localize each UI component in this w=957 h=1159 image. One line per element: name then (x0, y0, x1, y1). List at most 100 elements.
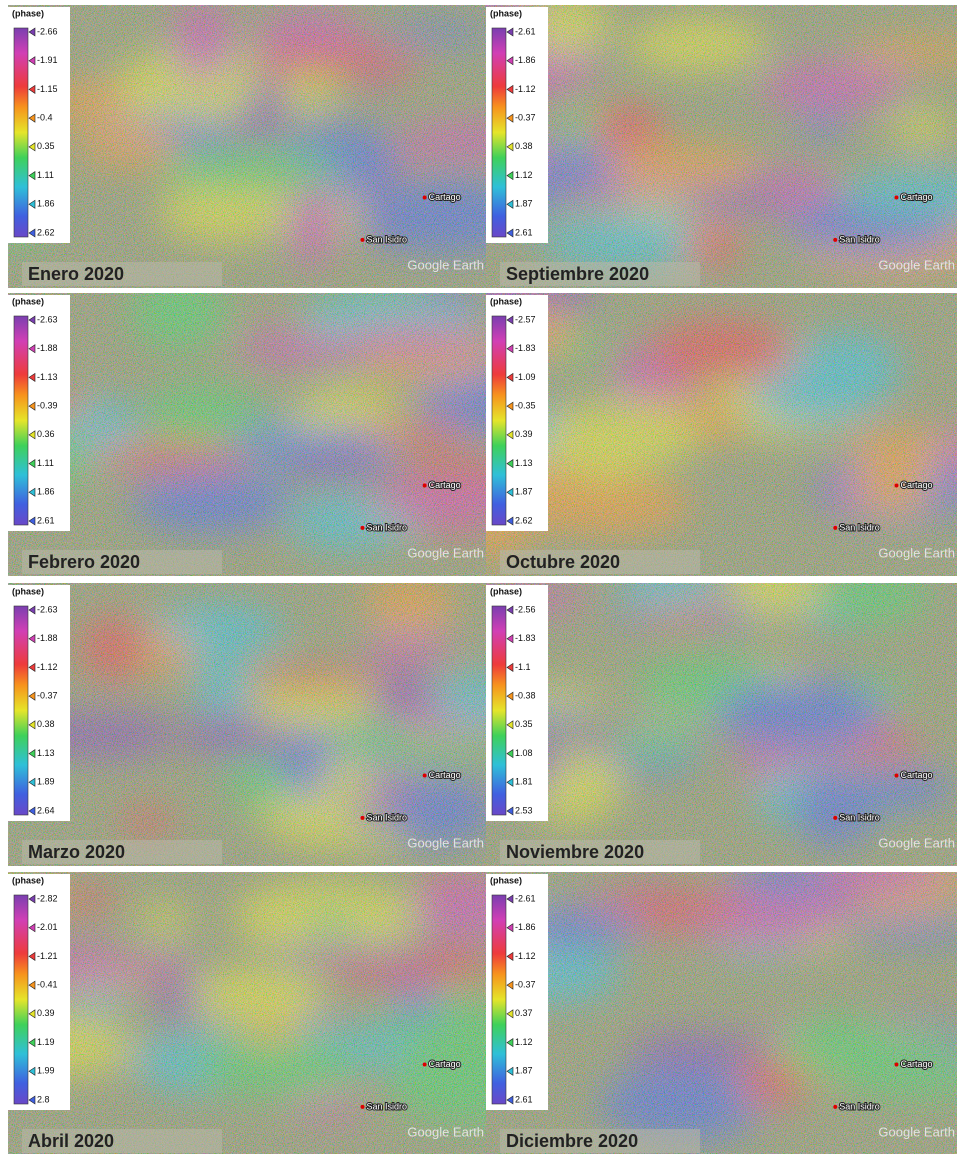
place-label: San Isidro (367, 522, 408, 532)
colorbar-label: (phase) (490, 296, 522, 306)
panel-title: Febrero 2020 (28, 552, 140, 572)
tick-label: 2.64 (37, 805, 55, 815)
colorbar-label: (phase) (490, 586, 522, 596)
place-label: Cartago (429, 192, 461, 202)
colorbar (14, 606, 28, 815)
tick-label: 0.35 (515, 719, 533, 729)
place-label: Cartago (429, 770, 461, 780)
noise (8, 583, 486, 866)
place-label: San Isidro (839, 522, 880, 532)
noise (486, 872, 957, 1154)
place-label: Cartago (429, 480, 461, 490)
colorbar (14, 895, 28, 1104)
place-dot (361, 526, 365, 530)
tick-label: 1.99 (37, 1066, 55, 1076)
tick-label: 0.38 (515, 141, 533, 151)
tick-label: -1.83 (515, 633, 536, 643)
tick-label: 1.08 (515, 748, 533, 758)
place-label: Cartago (900, 480, 932, 490)
place-label: San Isidro (839, 812, 880, 822)
tick-label: 1.11 (37, 170, 54, 180)
tick-label: -0.4 (37, 113, 53, 123)
colorbar-label: (phase) (12, 296, 44, 306)
tick-label: 2.8 (37, 1094, 50, 1104)
noise (8, 293, 486, 576)
place-dot (894, 773, 898, 777)
watermark: Google Earth (407, 257, 484, 272)
place-label: San Isidro (367, 812, 408, 822)
tick-label: 2.61 (515, 1094, 533, 1104)
panel: CartagoSan IsidroGoogle EarthEnero 2020(… (0, 2, 544, 288)
tick-label: 0.35 (37, 141, 55, 151)
place-dot (361, 238, 365, 242)
noise (486, 5, 957, 288)
map: CartagoSan IsidroGoogle EarthMarzo 2020 (0, 575, 525, 866)
tick-label: 0.39 (37, 1008, 55, 1018)
watermark: Google Earth (878, 835, 955, 850)
panel-title: Marzo 2020 (28, 842, 125, 862)
colorbar-label: (phase) (12, 8, 44, 18)
panel: Cartago San Isidro Google Earth Octubre 202… (415, 257, 957, 576)
map: Cartago San Isidro Google Earth Febrero 202… (0, 271, 550, 576)
colorbar-label: (phase) (490, 8, 522, 18)
watermark: Google Earth (407, 545, 484, 560)
tick-label: -1.86 (515, 922, 536, 932)
tick-label: -2.57 (515, 314, 536, 324)
tick-label: -1.15 (37, 84, 58, 94)
place-dot (894, 483, 898, 487)
tick-label: -1.21 (37, 951, 58, 961)
tick-label: -1.88 (37, 633, 58, 643)
tick-label: 1.11 (37, 458, 54, 468)
watermark: Google Earth (878, 257, 955, 272)
colorbar-label: (phase) (12, 875, 44, 885)
tick-label: -0.35 (515, 401, 536, 411)
tick-label: 2.62 (37, 227, 55, 237)
panel-title: Noviembre 2020 (506, 842, 644, 862)
tick-label: -0.41 (37, 980, 58, 990)
tick-label: -2.63 (37, 604, 58, 614)
tick-label: -0.37 (37, 691, 58, 701)
panel-title: Octubre 2020 (506, 552, 620, 572)
watermark: Google Earth (878, 545, 955, 560)
place-dot (833, 238, 837, 242)
tick-label: -2.82 (37, 893, 58, 903)
tick-label: -1.1 (515, 662, 531, 672)
colorbar (492, 895, 506, 1104)
place-label: Cartago (900, 1059, 932, 1069)
tick-label: 1.81 (515, 777, 533, 787)
colorbar (492, 606, 506, 815)
tick-label: 1.87 (515, 487, 533, 497)
panel: Cartago San Isidro Google Earth Noviembre 2… (412, 552, 957, 866)
panel-title: Septiembre 2020 (506, 264, 649, 284)
tick-label: 2.53 (515, 805, 533, 815)
tick-label: -2.56 (515, 604, 536, 614)
colorbar (492, 28, 506, 237)
place-dot (894, 195, 898, 199)
colorbar (492, 316, 506, 525)
place-label: Cartago (900, 770, 932, 780)
place-dot (423, 195, 427, 199)
tick-label: -1.09 (515, 372, 536, 382)
colorbar-label: (phase) (12, 586, 44, 596)
tick-label: 1.86 (37, 487, 55, 497)
place-dot (423, 773, 427, 777)
place-label: San Isidro (839, 234, 880, 244)
place-dot (361, 1105, 365, 1109)
tick-label: 0.38 (37, 719, 55, 729)
tick-label: -0.37 (515, 113, 536, 123)
colorbar (14, 316, 28, 525)
tick-label: 2.61 (515, 227, 533, 237)
watermark: Google Earth (407, 1124, 484, 1139)
panel: Cartago San Isidro Google Earth Febrero 202… (0, 271, 550, 576)
tick-label: -1.88 (37, 343, 58, 353)
tick-label: 1.19 (37, 1037, 55, 1047)
tick-label: 0.37 (515, 1008, 533, 1018)
place-dot (833, 816, 837, 820)
tick-label: -1.13 (37, 372, 58, 382)
panel-title: Enero 2020 (28, 264, 124, 284)
noise (486, 583, 957, 866)
